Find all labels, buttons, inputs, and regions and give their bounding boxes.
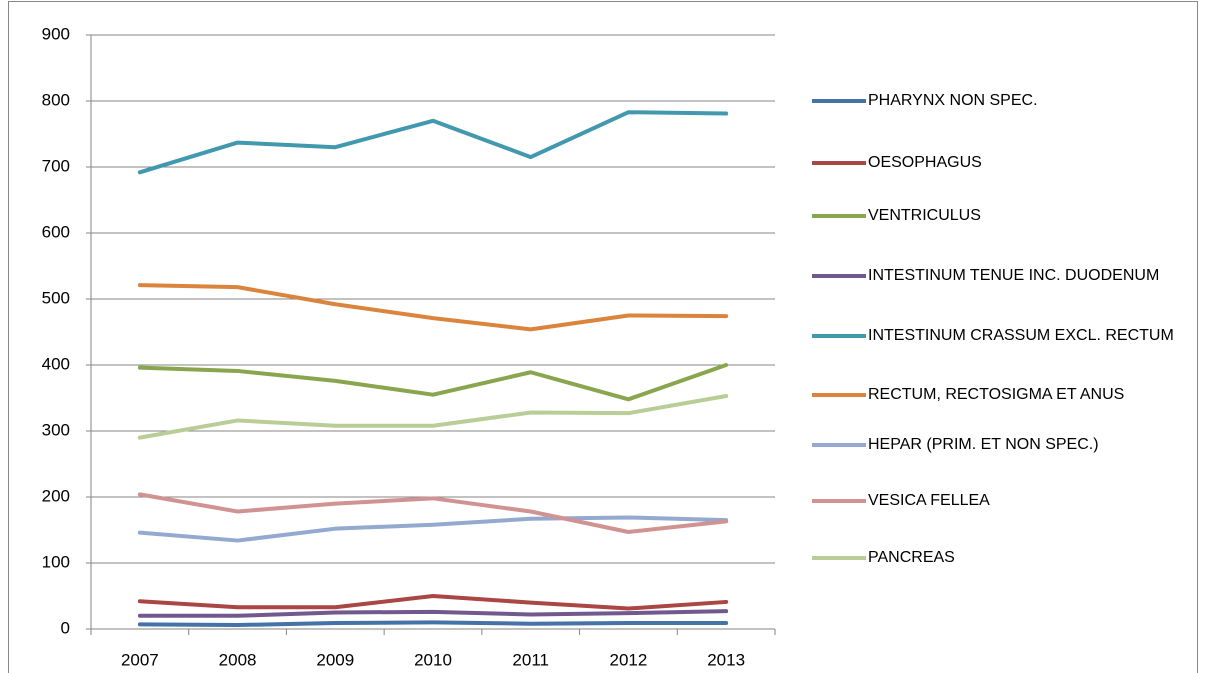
series-line [137, 110, 729, 175]
legend-label: PANCREAS [868, 549, 955, 566]
series-line [137, 492, 729, 534]
legend-label: VENTRICULUS [868, 207, 981, 224]
y-tick-label: 100 [42, 552, 70, 571]
series-line [137, 609, 729, 618]
series-line [137, 283, 729, 332]
y-tick-label: 400 [42, 354, 70, 373]
y-tick-label: 700 [42, 156, 70, 175]
x-tick-label: 2007 [121, 650, 159, 669]
series-line [137, 620, 729, 628]
y-tick-label: 300 [42, 420, 70, 439]
y-tick-label: 800 [42, 90, 70, 109]
series-line [137, 594, 729, 611]
series-line [137, 515, 729, 543]
series-line [137, 394, 729, 440]
y-tick-label: 500 [42, 288, 70, 307]
x-tick-label: 2008 [219, 650, 257, 669]
x-tick-label: 2010 [414, 650, 452, 669]
chart-border [8, 1, 1198, 673]
legend-label: PHARYNX NON SPEC. [868, 92, 1038, 109]
x-tick-label: 2011 [512, 650, 549, 669]
x-tick-label: 2009 [316, 650, 354, 669]
legend-label: VESICA FELLEA [868, 492, 990, 509]
legend-label: RECTUM, RECTOSIGMA ET ANUS [868, 386, 1125, 403]
y-tick-label: 600 [42, 222, 70, 241]
y-tick-label: 0 [61, 618, 70, 637]
y-tick-label: 200 [42, 486, 70, 505]
legend-label: OESOPHAGUS [868, 154, 982, 171]
y-tick-label: 900 [42, 24, 70, 43]
series-line [137, 363, 729, 402]
x-tick-label: 2013 [707, 650, 745, 669]
legend-label: INTESTINUM CRASSUM EXCL. RECTUM [868, 327, 1174, 344]
legend-label: INTESTINUM TENUE INC. DUODENUM [868, 267, 1160, 284]
legend-label: HEPAR (PRIM. ET NON SPEC.) [868, 436, 1099, 453]
x-tick-label: 2012 [610, 650, 648, 669]
